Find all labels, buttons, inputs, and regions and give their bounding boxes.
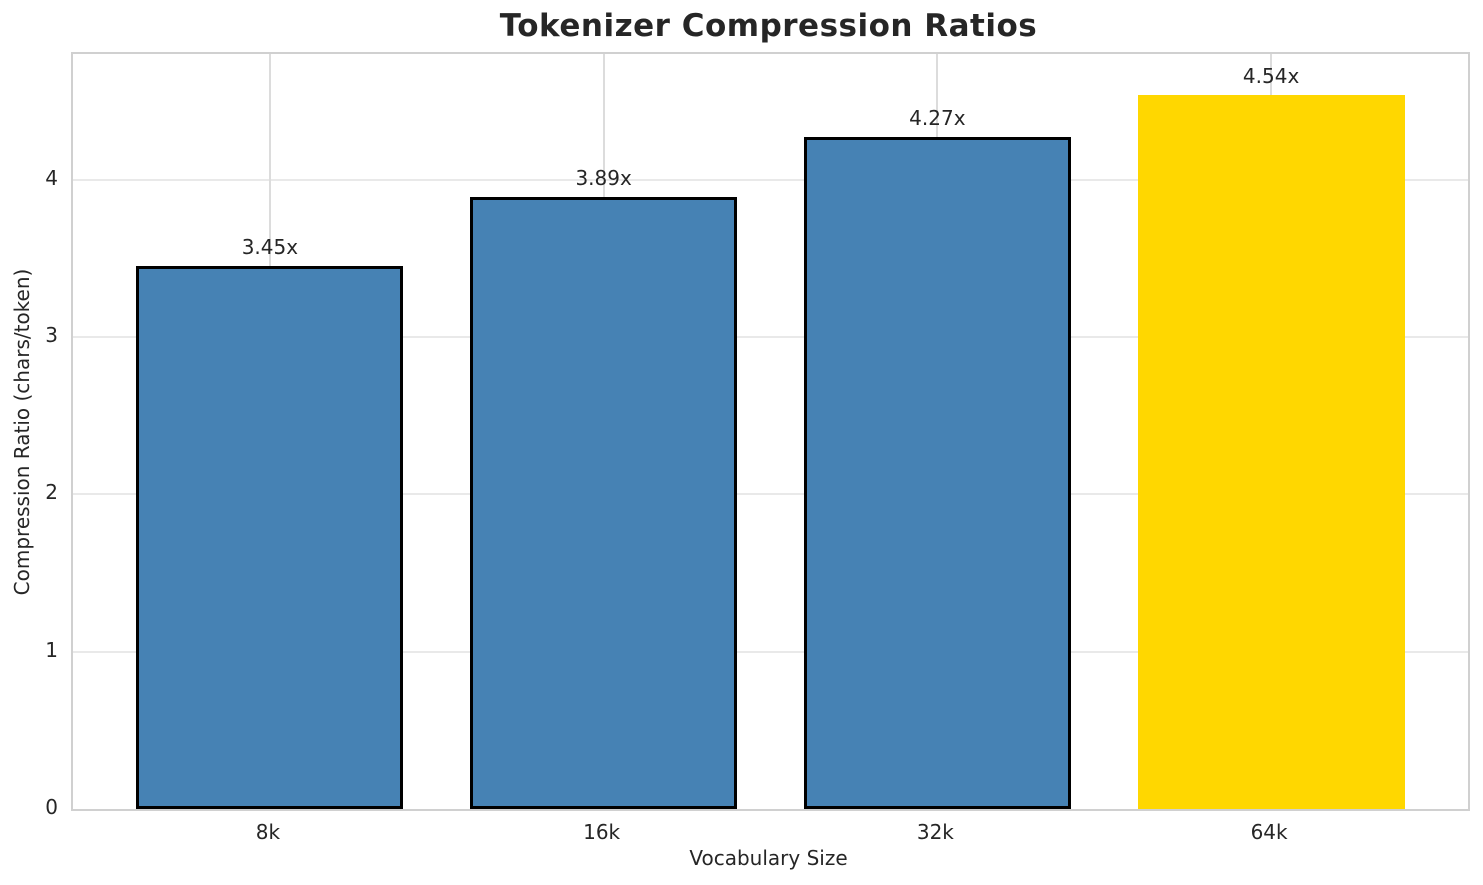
y-gridline <box>73 493 1468 496</box>
x-axis-label: Vocabulary Size <box>689 846 848 870</box>
bar-highlighted <box>1137 94 1405 809</box>
y-tick-label: 3 <box>45 323 58 348</box>
bar-value-label: 3.89x <box>575 166 632 191</box>
y-gridline <box>73 336 1468 339</box>
bar <box>470 197 738 809</box>
bar <box>803 137 1071 809</box>
bar-value-label: 3.45x <box>241 235 299 260</box>
bar <box>136 266 404 809</box>
chart-title: Tokenizer Compression Ratios <box>499 8 1038 44</box>
bar-value-label: 4.54x <box>1242 63 1300 88</box>
x-tick-label: 16k <box>583 820 621 844</box>
y-tick-label: 1 <box>45 637 58 662</box>
y-tick-label: 0 <box>45 795 58 819</box>
y-axis-label: Compression Ratio (chars/token) <box>10 268 34 596</box>
x-tick-label: 64k <box>1250 820 1288 844</box>
y-gridline <box>73 178 1468 181</box>
bar-value-label: 4.27x <box>909 106 966 131</box>
y-tick-label: 2 <box>45 480 58 505</box>
y-tick-label: 4 <box>45 165 58 190</box>
x-tick-label: 8k <box>255 820 281 844</box>
y-gridline <box>73 650 1468 653</box>
x-tick-label: 32k <box>916 820 954 844</box>
plot-area: 3.45x 3.89x 4.27x 4.54x <box>71 52 1470 811</box>
